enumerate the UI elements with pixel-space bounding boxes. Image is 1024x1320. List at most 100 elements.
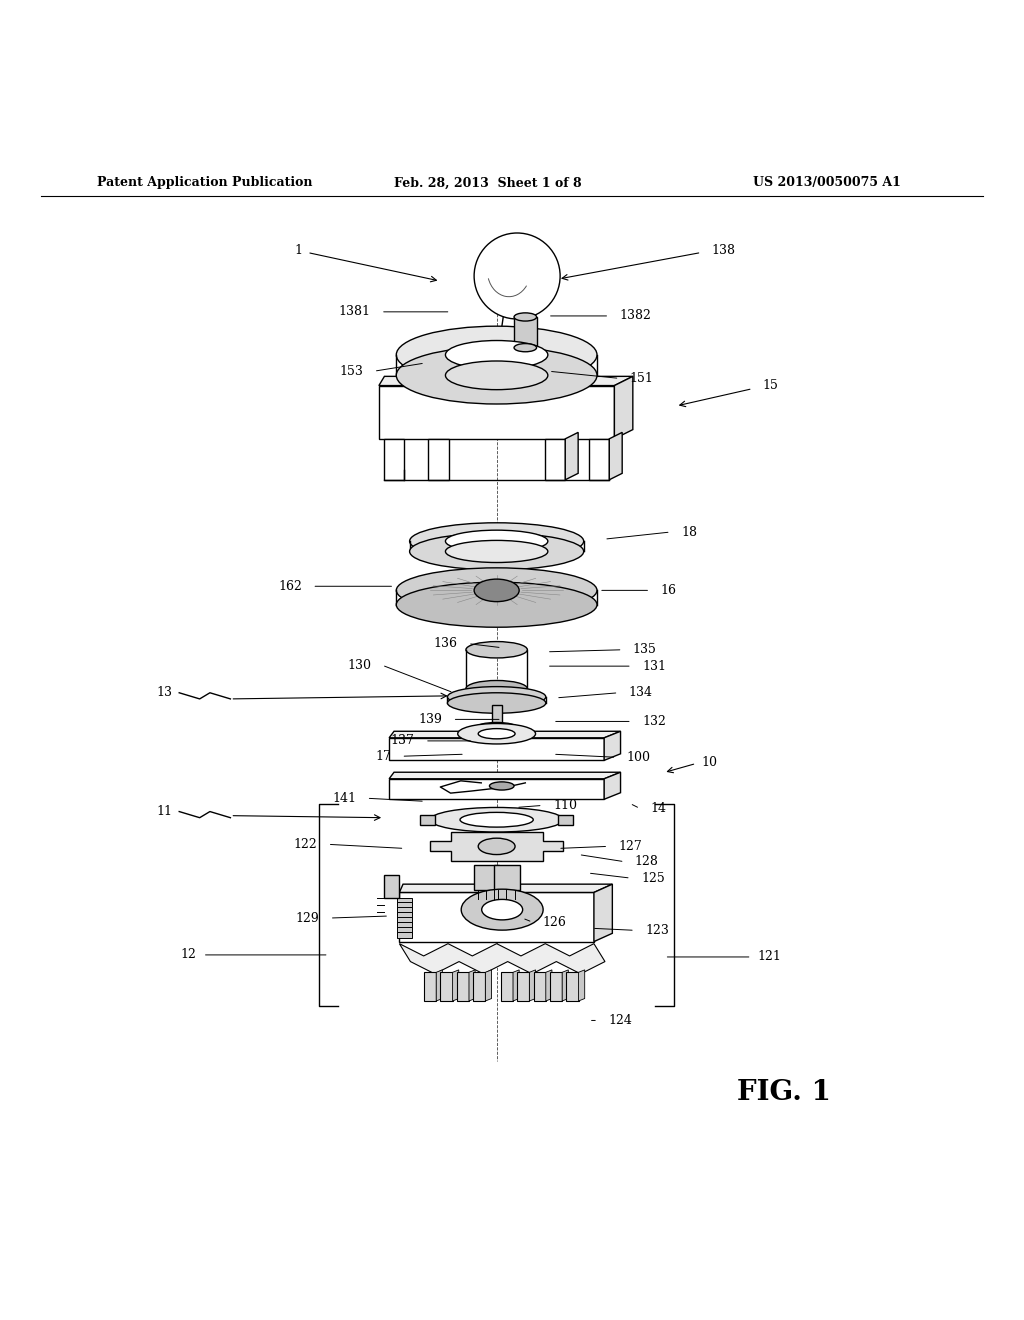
- Polygon shape: [399, 892, 594, 941]
- Bar: [589, 438, 609, 479]
- Polygon shape: [389, 738, 604, 760]
- Text: 18: 18: [681, 525, 697, 539]
- Text: Patent Application Publication: Patent Application Publication: [97, 177, 312, 189]
- Polygon shape: [494, 865, 519, 891]
- Bar: [384, 875, 399, 898]
- Ellipse shape: [396, 326, 597, 384]
- Text: 129: 129: [296, 912, 319, 924]
- Ellipse shape: [445, 360, 548, 389]
- Bar: [397, 932, 412, 939]
- Text: 162: 162: [279, 579, 302, 593]
- Text: 132: 132: [642, 715, 666, 727]
- Ellipse shape: [447, 686, 546, 708]
- Text: 122: 122: [294, 838, 317, 851]
- Ellipse shape: [396, 582, 597, 627]
- Text: US 2013/0050075 A1: US 2013/0050075 A1: [753, 177, 900, 189]
- Bar: [545, 438, 565, 479]
- Ellipse shape: [466, 681, 527, 697]
- Polygon shape: [379, 385, 614, 438]
- Text: 15: 15: [763, 379, 779, 392]
- Polygon shape: [473, 865, 500, 891]
- Polygon shape: [485, 970, 492, 1001]
- Text: FIG. 1: FIG. 1: [737, 1078, 831, 1106]
- Polygon shape: [609, 433, 623, 479]
- Bar: [397, 923, 412, 928]
- Text: 138: 138: [712, 244, 735, 257]
- Ellipse shape: [410, 523, 584, 560]
- Polygon shape: [565, 433, 579, 479]
- Ellipse shape: [461, 890, 543, 931]
- Polygon shape: [389, 772, 621, 779]
- Ellipse shape: [447, 693, 546, 713]
- Text: 141: 141: [333, 792, 356, 805]
- Text: 1381: 1381: [339, 305, 371, 318]
- Polygon shape: [594, 884, 612, 941]
- Bar: [397, 912, 412, 919]
- Text: Feb. 28, 2013  Sheet 1 of 8: Feb. 28, 2013 Sheet 1 of 8: [394, 177, 582, 189]
- Ellipse shape: [476, 726, 517, 737]
- Bar: [534, 973, 546, 1001]
- Polygon shape: [513, 970, 519, 1001]
- Ellipse shape: [458, 723, 536, 744]
- Text: 100: 100: [627, 751, 650, 764]
- Ellipse shape: [466, 642, 527, 657]
- Ellipse shape: [410, 533, 584, 570]
- Bar: [566, 973, 579, 1001]
- Ellipse shape: [445, 341, 548, 370]
- Polygon shape: [453, 970, 459, 1001]
- Ellipse shape: [430, 808, 563, 832]
- Bar: [558, 814, 573, 825]
- Bar: [420, 814, 435, 825]
- Polygon shape: [389, 731, 621, 738]
- Text: 153: 153: [340, 364, 364, 378]
- Bar: [397, 898, 412, 904]
- Text: 134: 134: [629, 686, 652, 700]
- Bar: [397, 927, 412, 933]
- Ellipse shape: [396, 568, 597, 612]
- Text: 17: 17: [375, 750, 391, 763]
- Polygon shape: [389, 779, 604, 800]
- Text: 110: 110: [553, 799, 577, 812]
- Ellipse shape: [474, 579, 519, 602]
- Bar: [384, 438, 404, 479]
- Text: 130: 130: [348, 659, 372, 672]
- Text: 14: 14: [650, 803, 667, 814]
- Polygon shape: [399, 944, 605, 974]
- Text: 13: 13: [156, 686, 172, 700]
- Text: 136: 136: [434, 638, 458, 651]
- Ellipse shape: [445, 540, 548, 562]
- Polygon shape: [546, 970, 552, 1001]
- Bar: [492, 705, 502, 726]
- Text: 1: 1: [294, 244, 302, 257]
- Ellipse shape: [489, 781, 514, 791]
- Text: 151: 151: [630, 372, 653, 385]
- Text: 137: 137: [391, 734, 415, 747]
- Polygon shape: [379, 376, 633, 385]
- Text: 128: 128: [635, 855, 658, 869]
- Ellipse shape: [445, 531, 548, 552]
- Text: 121: 121: [758, 950, 781, 964]
- Bar: [501, 973, 513, 1001]
- Ellipse shape: [481, 899, 522, 920]
- Bar: [428, 438, 449, 479]
- Ellipse shape: [478, 838, 515, 854]
- Text: 139: 139: [419, 713, 442, 726]
- Text: 10: 10: [701, 756, 718, 768]
- Text: 135: 135: [633, 643, 656, 656]
- Bar: [457, 973, 469, 1001]
- Text: 131: 131: [642, 660, 666, 673]
- Ellipse shape: [514, 343, 537, 351]
- Bar: [397, 903, 412, 908]
- Text: 1382: 1382: [620, 309, 651, 322]
- Text: 125: 125: [641, 871, 665, 884]
- Text: 12: 12: [180, 948, 197, 961]
- Ellipse shape: [478, 729, 515, 739]
- Polygon shape: [614, 376, 633, 438]
- Bar: [514, 317, 537, 347]
- Polygon shape: [579, 970, 585, 1001]
- Ellipse shape: [396, 347, 597, 404]
- Polygon shape: [562, 970, 568, 1001]
- Ellipse shape: [476, 722, 517, 733]
- Text: 11: 11: [156, 805, 172, 818]
- Text: 127: 127: [618, 840, 642, 853]
